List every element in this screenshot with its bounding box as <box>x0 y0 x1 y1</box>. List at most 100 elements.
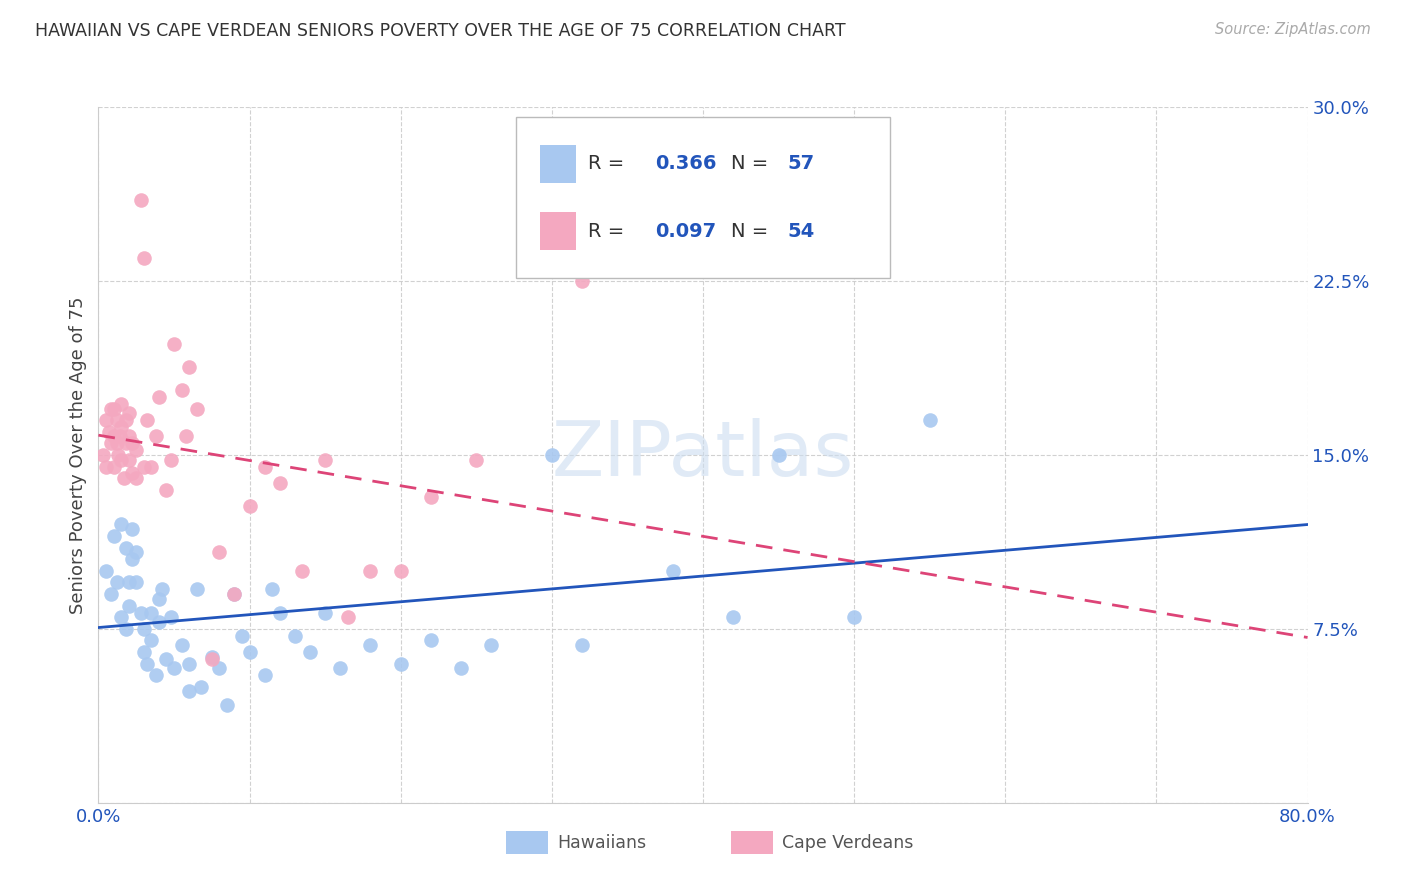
Point <box>132 251 155 265</box>
Point <box>224 587 246 601</box>
Point <box>103 529 125 543</box>
Point <box>186 582 208 597</box>
Point <box>239 645 262 659</box>
Point <box>98 425 121 439</box>
Point <box>148 390 170 404</box>
Point <box>103 459 125 474</box>
Point <box>105 575 128 590</box>
Point <box>419 633 441 648</box>
Point <box>208 661 231 675</box>
Point <box>329 661 352 675</box>
Point <box>148 591 170 606</box>
Y-axis label: Seniors Poverty Over the Age of 75: Seniors Poverty Over the Age of 75 <box>69 296 87 614</box>
Point <box>150 582 173 597</box>
Text: R =: R = <box>588 222 631 241</box>
Point <box>94 564 117 578</box>
Text: R =: R = <box>588 154 631 173</box>
Point <box>94 413 117 427</box>
Point <box>389 564 412 578</box>
Point <box>118 599 141 613</box>
Point <box>110 517 132 532</box>
Point <box>918 413 941 427</box>
Point <box>112 471 135 485</box>
Text: N =: N = <box>731 154 775 173</box>
FancyBboxPatch shape <box>540 212 576 251</box>
Point <box>571 274 593 288</box>
Point <box>110 420 132 434</box>
Point <box>224 587 246 601</box>
Point <box>721 610 744 624</box>
Point <box>141 459 163 474</box>
Point <box>160 452 183 467</box>
Point <box>155 652 177 666</box>
Point <box>148 615 170 629</box>
Point <box>231 629 253 643</box>
Point <box>177 684 201 698</box>
Point <box>125 471 148 485</box>
FancyBboxPatch shape <box>516 118 890 277</box>
Point <box>465 452 488 467</box>
Point <box>129 606 152 620</box>
Point <box>105 436 128 450</box>
Point <box>190 680 212 694</box>
Point <box>125 443 148 458</box>
Point <box>419 490 441 504</box>
Point <box>450 661 472 675</box>
Point <box>269 606 291 620</box>
Point <box>314 606 336 620</box>
Point <box>201 649 224 664</box>
Point <box>299 645 322 659</box>
Point <box>253 668 276 682</box>
Point <box>110 610 132 624</box>
Point <box>174 429 197 443</box>
Point <box>661 564 683 578</box>
Point <box>105 413 128 427</box>
Point <box>114 413 136 427</box>
Point <box>135 413 157 427</box>
Point <box>118 575 141 590</box>
Point <box>125 545 148 559</box>
Point <box>314 452 336 467</box>
Point <box>201 652 224 666</box>
Text: 54: 54 <box>787 222 815 241</box>
Point <box>110 452 132 467</box>
Point <box>360 564 382 578</box>
Point <box>145 668 167 682</box>
Point <box>163 336 186 351</box>
Point <box>114 622 136 636</box>
Point <box>121 522 143 536</box>
Point <box>844 610 866 624</box>
Point <box>100 436 122 450</box>
Point <box>540 448 562 462</box>
Text: HAWAIIAN VS CAPE VERDEAN SENIORS POVERTY OVER THE AGE OF 75 CORRELATION CHART: HAWAIIAN VS CAPE VERDEAN SENIORS POVERTY… <box>35 22 846 40</box>
Point <box>107 448 129 462</box>
Point <box>336 610 359 624</box>
Point <box>170 383 193 397</box>
Point <box>141 606 163 620</box>
Text: 0.366: 0.366 <box>655 154 716 173</box>
Point <box>110 397 132 411</box>
Point <box>129 193 152 207</box>
Point <box>118 429 141 443</box>
Point <box>160 610 183 624</box>
Point <box>125 575 148 590</box>
Point <box>118 406 141 420</box>
Text: 0.097: 0.097 <box>655 222 716 241</box>
Point <box>239 499 262 513</box>
Point <box>262 582 284 597</box>
Point <box>215 698 238 713</box>
FancyBboxPatch shape <box>540 145 576 183</box>
Text: Source: ZipAtlas.com: Source: ZipAtlas.com <box>1215 22 1371 37</box>
Point <box>163 661 186 675</box>
Point <box>103 401 125 416</box>
Point <box>389 657 412 671</box>
Point <box>208 545 231 559</box>
Point <box>121 467 143 481</box>
Point <box>141 633 163 648</box>
Text: Cape Verdeans: Cape Verdeans <box>782 834 912 852</box>
Point <box>768 448 790 462</box>
Text: N =: N = <box>731 222 775 241</box>
Point <box>269 475 291 490</box>
Text: 57: 57 <box>787 154 814 173</box>
Point <box>94 459 117 474</box>
